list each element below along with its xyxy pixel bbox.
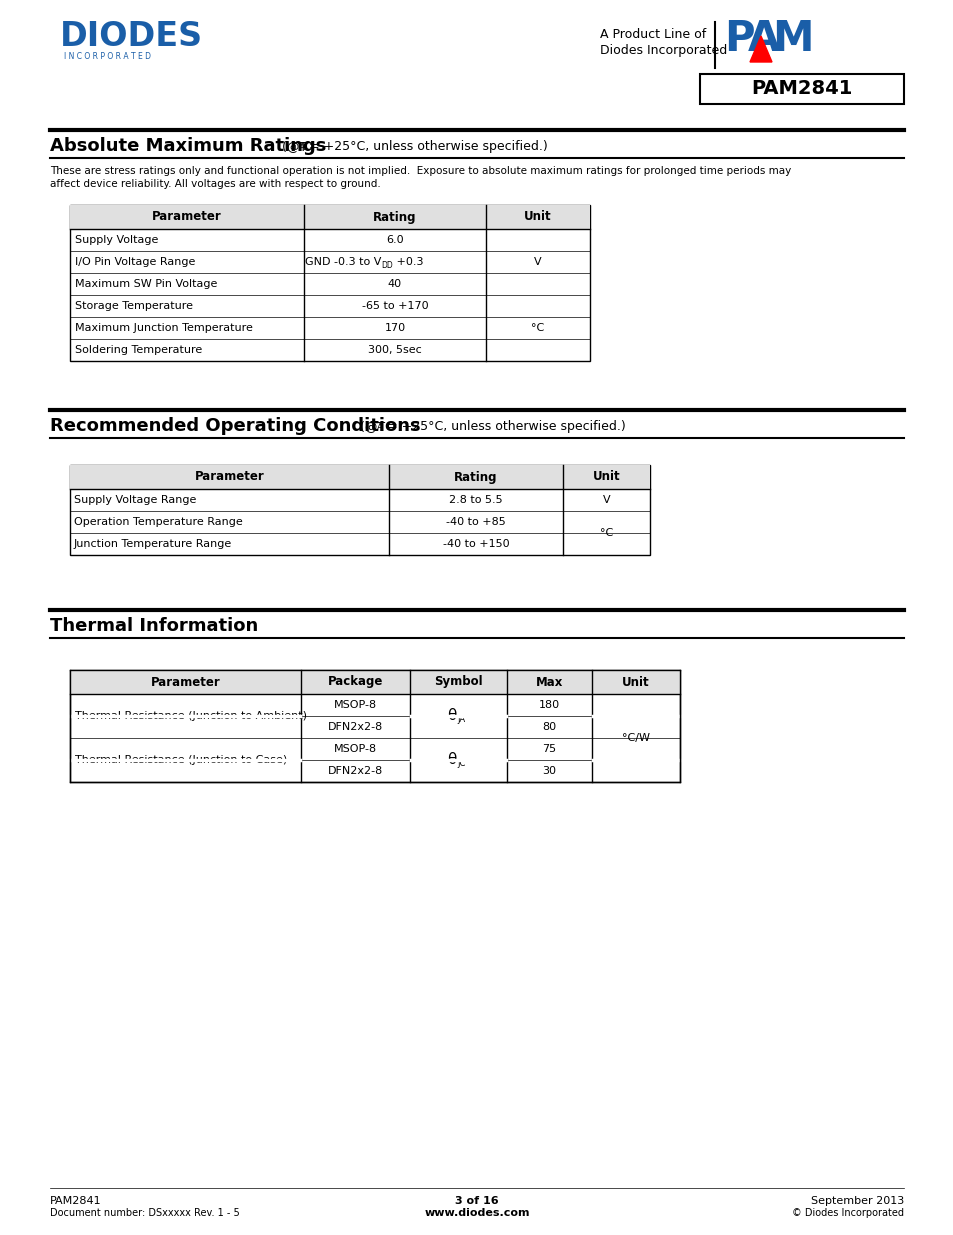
Text: Maximum SW Pin Voltage: Maximum SW Pin Voltage bbox=[75, 279, 217, 289]
Text: Thermal Information: Thermal Information bbox=[50, 618, 258, 635]
Text: Max: Max bbox=[536, 676, 562, 688]
Text: Parameter: Parameter bbox=[152, 210, 222, 224]
Text: affect device reliability. All voltages are with respect to ground.: affect device reliability. All voltages … bbox=[50, 179, 380, 189]
Text: 40: 40 bbox=[388, 279, 401, 289]
Bar bbox=[70, 671, 679, 694]
Text: Supply Voltage Range: Supply Voltage Range bbox=[74, 495, 196, 505]
Text: © Diodes Incorporated: © Diodes Incorporated bbox=[791, 1208, 903, 1218]
Text: Package: Package bbox=[328, 676, 383, 688]
Bar bbox=[70, 205, 589, 228]
Text: Unit: Unit bbox=[621, 676, 649, 688]
Text: JC: JC bbox=[457, 758, 465, 767]
Text: A Product Line of: A Product Line of bbox=[599, 28, 705, 41]
Text: MSOP-8: MSOP-8 bbox=[334, 700, 376, 710]
Text: Parameter: Parameter bbox=[194, 471, 264, 483]
Text: (@T: (@T bbox=[277, 140, 307, 153]
Text: Supply Voltage: Supply Voltage bbox=[75, 235, 158, 245]
Text: °C/W: °C/W bbox=[621, 734, 649, 743]
Text: = +25°C, unless otherwise specified.): = +25°C, unless otherwise specified.) bbox=[305, 140, 547, 153]
Text: 6.0: 6.0 bbox=[386, 235, 403, 245]
Text: Unit: Unit bbox=[523, 210, 551, 224]
Text: P: P bbox=[723, 19, 754, 61]
Text: Thermal Resistance (Junction to Case): Thermal Resistance (Junction to Case) bbox=[75, 755, 287, 764]
Text: θ: θ bbox=[447, 709, 456, 724]
Text: Document number: DSxxxxx Rev. 1 - 5: Document number: DSxxxxx Rev. 1 - 5 bbox=[50, 1208, 239, 1218]
Text: Absolute Maximum Ratings: Absolute Maximum Ratings bbox=[50, 137, 326, 156]
Text: Parameter: Parameter bbox=[151, 676, 220, 688]
Text: DFN2x2-8: DFN2x2-8 bbox=[328, 766, 383, 776]
Text: -40 to +150: -40 to +150 bbox=[442, 538, 509, 550]
Polygon shape bbox=[749, 36, 771, 62]
Text: 80: 80 bbox=[542, 722, 556, 732]
Text: Soldering Temperature: Soldering Temperature bbox=[75, 345, 202, 354]
Bar bbox=[70, 466, 649, 489]
Text: (@T: (@T bbox=[355, 420, 385, 433]
Text: A: A bbox=[376, 424, 383, 432]
Text: Unit: Unit bbox=[592, 471, 619, 483]
Text: 180: 180 bbox=[538, 700, 559, 710]
Text: www.diodes.com: www.diodes.com bbox=[424, 1208, 529, 1218]
Text: V: V bbox=[534, 257, 541, 267]
Text: MSOP-8: MSOP-8 bbox=[334, 743, 376, 755]
Text: +0.3: +0.3 bbox=[393, 257, 423, 267]
Text: Rating: Rating bbox=[454, 471, 497, 483]
Text: °C: °C bbox=[531, 324, 544, 333]
Text: 2.8 to 5.5: 2.8 to 5.5 bbox=[449, 495, 502, 505]
Text: -65 to +170: -65 to +170 bbox=[361, 301, 428, 311]
Text: These are stress ratings only and functional operation is not implied.  Exposure: These are stress ratings only and functi… bbox=[50, 165, 790, 177]
Text: θ: θ bbox=[447, 752, 456, 767]
Text: 300, 5sec: 300, 5sec bbox=[368, 345, 421, 354]
Text: °C: °C bbox=[599, 529, 613, 538]
Text: A: A bbox=[298, 143, 305, 152]
Text: 75: 75 bbox=[542, 743, 556, 755]
Text: -40 to +85: -40 to +85 bbox=[446, 517, 505, 527]
Text: = +25°C, unless otherwise specified.): = +25°C, unless otherwise specified.) bbox=[382, 420, 625, 433]
Text: Operation Temperature Range: Operation Temperature Range bbox=[74, 517, 242, 527]
Text: JA: JA bbox=[457, 715, 465, 724]
Text: Rating: Rating bbox=[373, 210, 416, 224]
Bar bbox=[700, 74, 903, 104]
Text: DIODES: DIODES bbox=[60, 20, 203, 53]
Text: A: A bbox=[747, 19, 780, 61]
Text: 3 of 16: 3 of 16 bbox=[455, 1195, 498, 1207]
Text: DD: DD bbox=[380, 261, 393, 269]
Text: V: V bbox=[602, 495, 610, 505]
Text: Symbol: Symbol bbox=[434, 676, 482, 688]
Text: Maximum Junction Temperature: Maximum Junction Temperature bbox=[75, 324, 253, 333]
Text: Junction Temperature Range: Junction Temperature Range bbox=[74, 538, 232, 550]
Text: Storage Temperature: Storage Temperature bbox=[75, 301, 193, 311]
Text: Thermal Resistance (Junction to Ambient): Thermal Resistance (Junction to Ambient) bbox=[75, 711, 307, 721]
Text: Diodes Incorporated: Diodes Incorporated bbox=[599, 44, 726, 57]
Text: M: M bbox=[771, 19, 813, 61]
Bar bbox=[70, 671, 679, 782]
Text: 170: 170 bbox=[384, 324, 405, 333]
Text: GND -0.3 to V: GND -0.3 to V bbox=[304, 257, 380, 267]
Text: Recommended Operating Conditions: Recommended Operating Conditions bbox=[50, 417, 420, 435]
Bar bbox=[70, 205, 589, 361]
Text: 30: 30 bbox=[542, 766, 556, 776]
Text: PAM2841: PAM2841 bbox=[50, 1195, 102, 1207]
Text: September 2013: September 2013 bbox=[810, 1195, 903, 1207]
Text: PAM2841: PAM2841 bbox=[751, 79, 852, 99]
Text: DFN2x2-8: DFN2x2-8 bbox=[328, 722, 383, 732]
Text: I/O Pin Voltage Range: I/O Pin Voltage Range bbox=[75, 257, 195, 267]
Text: I N C O R P O R A T E D: I N C O R P O R A T E D bbox=[64, 52, 151, 61]
Bar bbox=[70, 466, 649, 555]
